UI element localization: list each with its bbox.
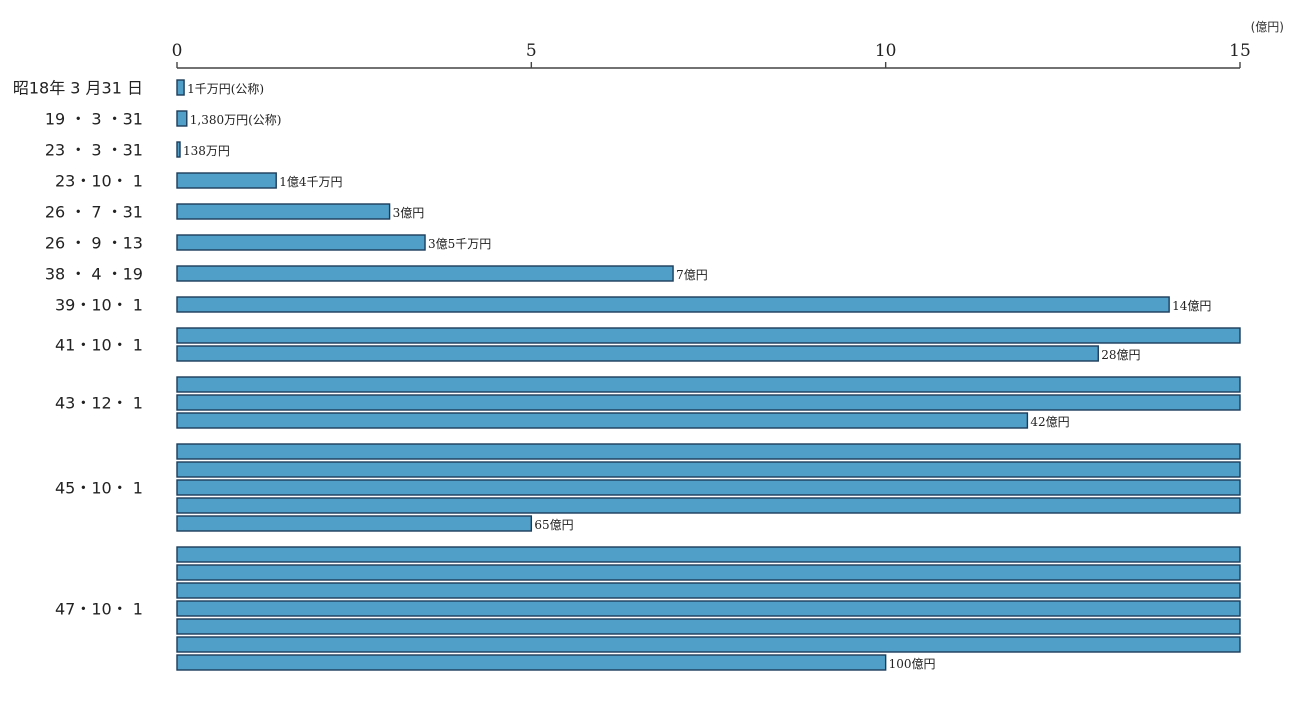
data-label: 138万円 (183, 144, 230, 158)
category-label: 26 ・ 9 ・13 (45, 234, 143, 253)
x-axis: 0 5 10 15(億円) (172, 20, 1284, 68)
bar (177, 601, 1240, 616)
category-label: 23・10・ 1 (55, 172, 143, 191)
bar (177, 346, 1098, 361)
bar (177, 328, 1240, 343)
bar (177, 142, 180, 157)
bar (177, 565, 1240, 580)
category-label: 23 ・ 3 ・31 (45, 141, 143, 160)
data-label: 1億4千万円 (279, 175, 342, 189)
category-label: 38 ・ 4 ・19 (45, 265, 143, 284)
data-label: 100億円 (889, 657, 936, 671)
bar (177, 547, 1240, 562)
bar (177, 266, 673, 281)
bar (177, 516, 531, 531)
category-label: 26 ・ 7 ・31 (45, 203, 143, 222)
bar (177, 173, 276, 188)
bar (177, 583, 1240, 598)
bar (177, 480, 1240, 495)
category-label: 39・10・ 1 (55, 296, 143, 315)
bar (177, 297, 1169, 312)
bar (177, 444, 1240, 459)
bar (177, 462, 1240, 477)
bar (177, 637, 1240, 652)
data-label: 7億円 (676, 268, 708, 282)
bars (177, 80, 1240, 670)
bar (177, 377, 1240, 392)
bar (177, 80, 184, 95)
category-label: 45・10・ 1 (55, 479, 143, 498)
data-label: 3億5千万円 (428, 237, 491, 251)
category-label: 43・12・ 1 (55, 394, 143, 413)
data-label: 3億円 (393, 206, 425, 220)
category-label: 19 ・ 3 ・31 (45, 110, 143, 129)
data-label: 14億円 (1172, 299, 1211, 313)
data-label: 42億円 (1030, 415, 1069, 429)
bar (177, 655, 886, 670)
category-labels: 昭18年 3 月31 日 19 ・ 3 ・31 23 ・ 3 ・31 23・10・ 1… (13, 79, 143, 619)
x-tick-label: 15 (1229, 41, 1251, 61)
x-tick-label: 5 (526, 41, 537, 61)
category-label: 47・10・ 1 (55, 600, 143, 619)
bar (177, 235, 425, 250)
bar (177, 111, 187, 126)
x-tick-label: 0 (172, 41, 183, 61)
bar (177, 204, 390, 219)
x-tick-label: 10 (875, 41, 897, 61)
data-label: 1千万円(公称) (187, 82, 264, 96)
category-label: 41・10・ 1 (55, 336, 143, 355)
bar (177, 619, 1240, 634)
data-label: 28億円 (1101, 348, 1140, 362)
data-label: 1,380万円(公称) (190, 113, 282, 127)
unit-label: (億円) (1251, 20, 1284, 34)
data-label: 65億円 (534, 518, 573, 532)
bar (177, 498, 1240, 513)
bar (177, 413, 1027, 428)
category-label: 昭18年 3 月31 日 (13, 79, 143, 98)
bar (177, 395, 1240, 410)
